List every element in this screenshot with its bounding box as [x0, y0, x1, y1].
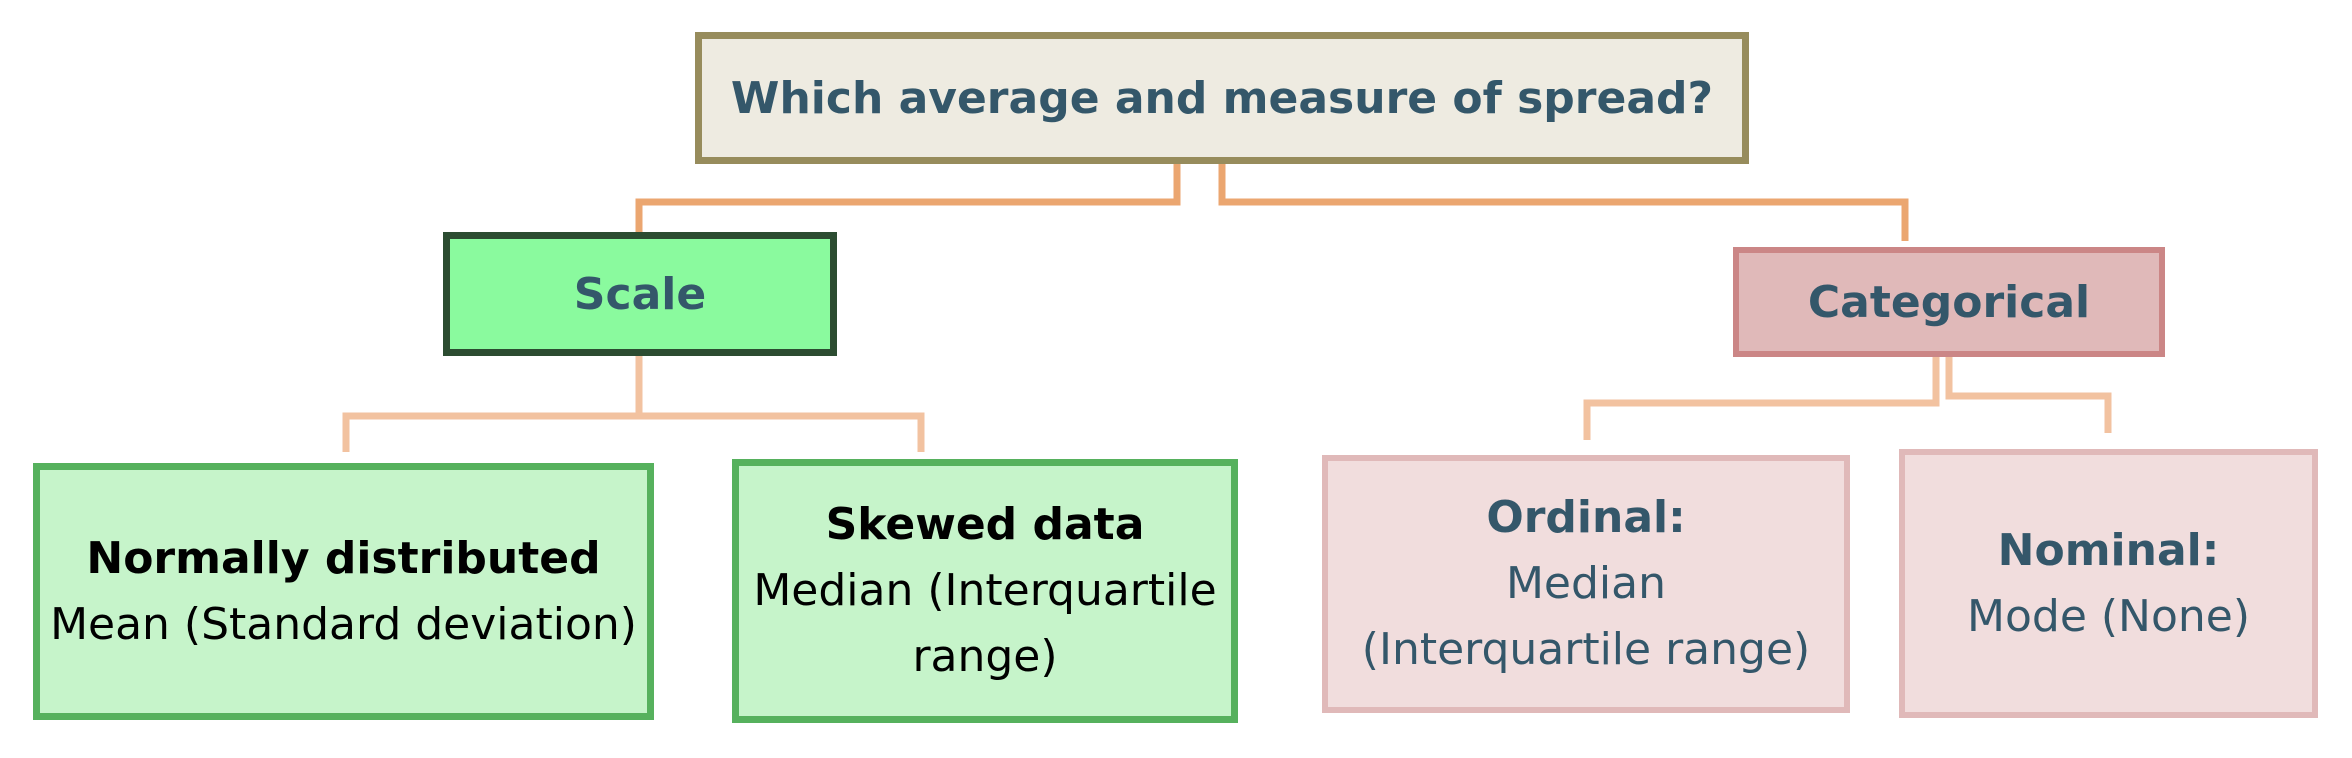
skewed-measure-line1: Median (Interquartile [753, 565, 1217, 616]
connector-scale-to-normal [342, 356, 643, 452]
skewed-measure-line2: range) [912, 631, 1058, 682]
nominal-measure: Mode (None) [1967, 590, 2250, 642]
nominal-box: Nominal: Mode (None) [1899, 449, 2318, 718]
connector-categorical-to-ordinal [1583, 357, 1940, 440]
root-question-box: Which average and measure of spread? [695, 32, 1749, 164]
connector-root-to-categorical [1218, 164, 1909, 241]
ordinal-box: Ordinal: Median (Interquartile range) [1322, 455, 1850, 713]
root-question-label: Which average and measure of spread? [730, 72, 1714, 124]
ordinal-title: Ordinal: [1486, 492, 1686, 543]
connector-scale-to-skewed [639, 412, 925, 452]
ordinal-measure-line1: Median [1505, 558, 1667, 609]
normal-distribution-box: Normally distributed Mean (Standard devi… [33, 463, 654, 720]
scale-box: Scale [443, 232, 837, 356]
scale-label: Scale [573, 268, 707, 320]
skewed-data-box: Skewed data Median (Interquartile range) [732, 459, 1238, 723]
skewed-title: Skewed data [825, 499, 1145, 550]
connector-root-to-scale [635, 164, 1181, 232]
normal-measure: Mean (Standard deviation) [50, 598, 637, 650]
ordinal-measure-line2: (Interquartile range) [1361, 624, 1811, 675]
categorical-label: Categorical [1807, 276, 2091, 328]
normal-title: Normally distributed [86, 532, 601, 584]
nominal-title: Nominal: [1997, 524, 2220, 576]
categorical-box: Categorical [1733, 247, 2165, 357]
connector-categorical-to-nominal [1945, 357, 2112, 433]
